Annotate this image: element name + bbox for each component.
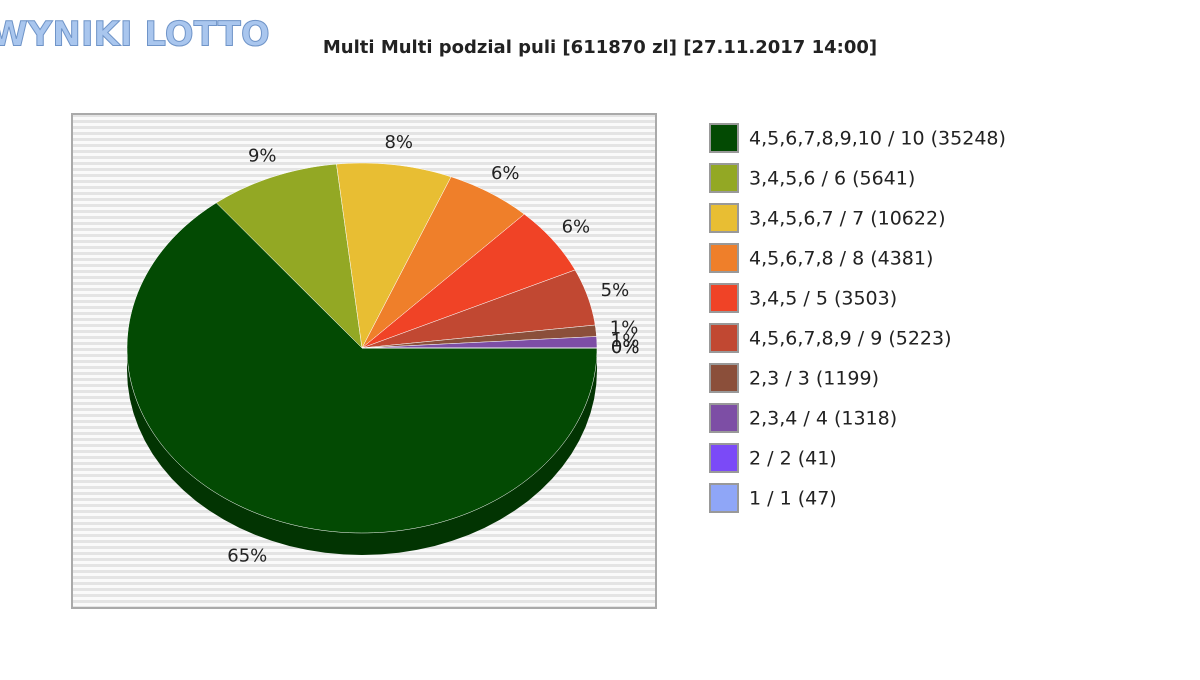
legend-swatch [709,203,739,233]
chart-title: Multi Multi podzial puli [611870 zl] [27… [323,37,877,58]
legend-swatch [709,483,739,513]
value-label: 1% [610,318,639,339]
pie-slice [336,162,452,349]
pie-slice [215,163,363,349]
value-label: 6% [491,163,520,184]
legend-label: 2,3 / 3 (1199) [749,368,879,390]
legend-label: 4,5,6,7,8,9 / 9 (5223) [749,328,952,350]
value-label: 8% [384,132,413,153]
pie-slice [361,176,525,349]
pie-slice [126,202,598,534]
legend-swatch [709,323,739,353]
legend-label: 4,5,6,7,8,9,10 / 10 (35248) [749,128,1006,150]
legend-swatch [709,123,739,153]
legend-swatch [709,283,739,313]
legend-swatch [709,403,739,433]
value-label: 5% [601,280,630,301]
legend-swatch [709,363,739,393]
legend-label: 1 / 1 (47) [749,488,837,510]
legend-label: 2,3,4 / 4 (1318) [749,408,897,430]
logo: WYNIKI LOTTO [0,15,270,55]
value-label: 6% [562,216,591,237]
value-label: 9% [248,145,277,166]
legend-label: 3,4,5,6,7 / 7 (10622) [749,208,945,230]
legend-swatch [709,243,739,273]
pie-slice [361,269,596,349]
pie: 65%9%8%6%6%5%1%1%0%0% [126,132,640,566]
value-label: 1% [611,331,640,352]
legend-label: 3,4,5,6 / 6 (5641) [749,168,915,190]
legend: 4,5,6,7,8,9,10 / 10 (35248) 3,4,5,6 / 6 (… [709,123,1006,513]
legend-label: 4,5,6,7,8 / 8 (4381) [749,248,933,270]
pie-slice [361,213,576,349]
value-label: 0% [611,337,640,358]
legend-label: 3,4,5 / 5 (3503) [749,288,897,310]
legend-swatch [709,163,739,193]
legend-swatch [709,443,739,473]
value-label: 0% [611,337,640,358]
value-label: 65% [227,545,267,566]
legend-label: 2 / 2 (41) [749,448,837,470]
